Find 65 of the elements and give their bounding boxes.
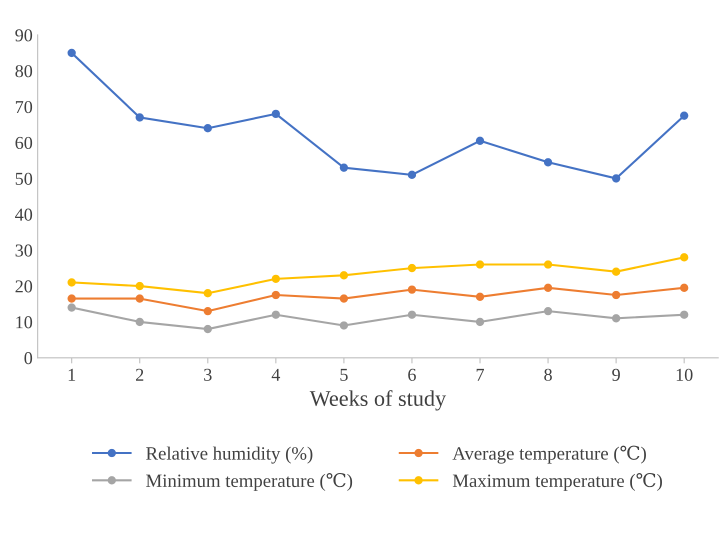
point bbox=[136, 282, 144, 290]
x-tick-label: 3 bbox=[204, 368, 212, 381]
point bbox=[68, 294, 76, 303]
point bbox=[68, 48, 76, 58]
point bbox=[612, 290, 620, 300]
point bbox=[476, 318, 484, 326]
y-tick-label: 10 bbox=[16, 316, 32, 328]
point bbox=[340, 294, 348, 303]
point bbox=[612, 314, 620, 322]
x-tick-label: 7 bbox=[476, 368, 484, 381]
point bbox=[340, 321, 348, 330]
point bbox=[544, 284, 552, 292]
point bbox=[136, 318, 144, 326]
point bbox=[68, 303, 76, 312]
point bbox=[272, 110, 280, 118]
point bbox=[680, 253, 688, 262]
point bbox=[612, 268, 620, 276]
point bbox=[204, 306, 212, 316]
x-tick-label: 4 bbox=[272, 368, 280, 381]
y-tick-label: 60 bbox=[16, 136, 32, 150]
point bbox=[544, 260, 552, 269]
x-tick-label: 10 bbox=[676, 368, 693, 381]
point bbox=[544, 158, 552, 166]
point bbox=[136, 113, 144, 122]
point bbox=[340, 271, 348, 280]
point bbox=[408, 170, 416, 180]
y-tick-label: 40 bbox=[15, 208, 32, 221]
point bbox=[272, 274, 280, 284]
x-axis-title: Weeks of study bbox=[310, 390, 446, 411]
y-tick-label: 30 bbox=[16, 244, 32, 257]
point bbox=[476, 260, 484, 269]
point bbox=[680, 112, 688, 120]
y-tick-label: 20 bbox=[16, 280, 32, 292]
y-tick-label: 90 bbox=[15, 29, 32, 42]
point bbox=[408, 264, 416, 272]
legend-label: Maximum temperature (℃) bbox=[452, 473, 662, 491]
point bbox=[476, 136, 484, 145]
y-tick-label: 50 bbox=[16, 172, 32, 185]
point bbox=[136, 294, 144, 303]
legend-label: Average temperature (℃) bbox=[452, 446, 646, 464]
x-tick-label: 2 bbox=[136, 368, 144, 381]
x-tick-label: 6 bbox=[408, 368, 416, 381]
legend-label: Relative humidity (%) bbox=[146, 446, 312, 464]
point bbox=[612, 174, 620, 183]
point bbox=[204, 324, 212, 334]
y-tick-label: 70 bbox=[16, 100, 32, 114]
y-tick-label: 0 bbox=[24, 352, 32, 364]
point bbox=[408, 285, 416, 294]
x-tick-label: 5 bbox=[340, 368, 348, 381]
x-tick-label: 1 bbox=[68, 368, 76, 381]
point bbox=[272, 290, 280, 300]
point bbox=[204, 124, 212, 132]
point bbox=[476, 292, 484, 301]
legend-label: Minimum temperature (℃) bbox=[146, 473, 352, 491]
x-tick-label: 8 bbox=[544, 368, 552, 381]
point bbox=[680, 284, 688, 292]
point bbox=[340, 164, 348, 172]
point bbox=[680, 310, 688, 319]
point bbox=[544, 306, 552, 316]
point bbox=[68, 278, 76, 287]
point bbox=[204, 289, 212, 298]
y-tick-label: 80 bbox=[15, 65, 32, 78]
point bbox=[408, 310, 416, 319]
x-tick-label: 9 bbox=[612, 368, 620, 381]
point bbox=[272, 310, 280, 319]
